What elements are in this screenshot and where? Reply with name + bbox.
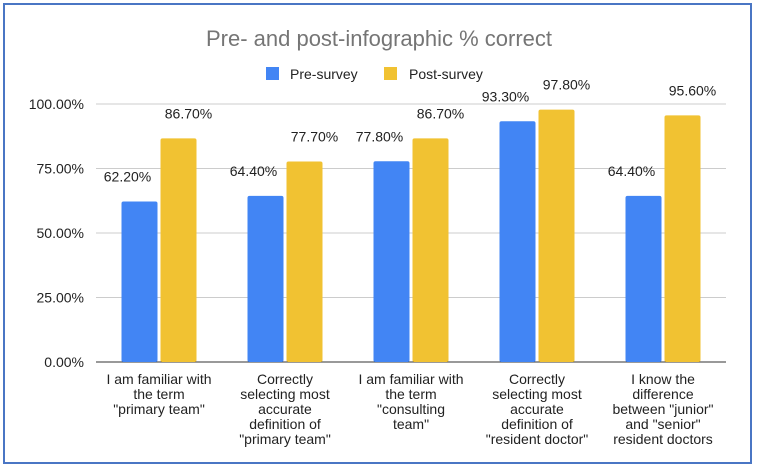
category-label: Correctly selecting most accurate definitio…: [239, 371, 331, 447]
category-label: Correctly selecting most accurate definitio…: [486, 371, 589, 447]
bar-post-survey: [412, 138, 449, 362]
data-label: 86.70%: [165, 105, 212, 121]
y-axis-ticks: 0.00% 25.00% 50.00% 75.00% 100.00%: [29, 96, 84, 370]
category-label: I am familiar with the term "consulting tea…: [358, 371, 463, 432]
gridlines: [96, 103, 726, 363]
y-tick-label: 0.00%: [44, 354, 84, 370]
bar-pre-survey: [373, 161, 410, 362]
chart-title: Pre- and post-infographic % correct: [206, 26, 552, 51]
data-label: 86.70%: [417, 105, 464, 121]
y-tick-label: 25.00%: [37, 290, 84, 306]
legend: Pre-survey Post-survey: [266, 66, 483, 82]
bar-post-survey: [160, 138, 197, 362]
bar-post-survey: [286, 161, 323, 362]
category-labels: I am familiar with the term "primary team"…: [106, 371, 713, 447]
data-label: 97.80%: [543, 77, 590, 93]
bar-pre-survey: [499, 121, 536, 362]
data-label: 64.40%: [230, 163, 277, 179]
bar-post-survey: [664, 115, 701, 363]
y-tick-label: 100.00%: [29, 96, 84, 112]
category-label: I know the difference between "junior" and …: [612, 371, 713, 447]
legend-swatch-post-survey: [384, 67, 397, 80]
category-label: I am familiar with the term "primary team": [106, 371, 211, 417]
bars: [121, 109, 701, 363]
data-label: 62.20%: [104, 169, 151, 185]
data-labels: 62.20% 86.70% 64.40% 77.70% 77.80% 86.70% 93.3…: [104, 77, 716, 185]
bar-pre-survey: [121, 201, 158, 362]
bar-post-survey: [538, 109, 575, 363]
y-tick-label: 50.00%: [37, 225, 84, 241]
bar-pre-survey: [625, 195, 662, 362]
legend-swatch-pre-survey: [266, 67, 279, 80]
data-label: 77.70%: [291, 129, 338, 145]
y-tick-label: 75.00%: [37, 161, 84, 177]
legend-label-post-survey: Post-survey: [409, 66, 483, 82]
legend-label-pre-survey: Pre-survey: [290, 66, 358, 82]
data-label: 64.40%: [608, 163, 655, 179]
bar-pre-survey: [247, 195, 284, 362]
data-label: 77.80%: [356, 128, 403, 144]
data-label: 95.60%: [669, 82, 716, 98]
data-label: 93.30%: [482, 88, 529, 104]
